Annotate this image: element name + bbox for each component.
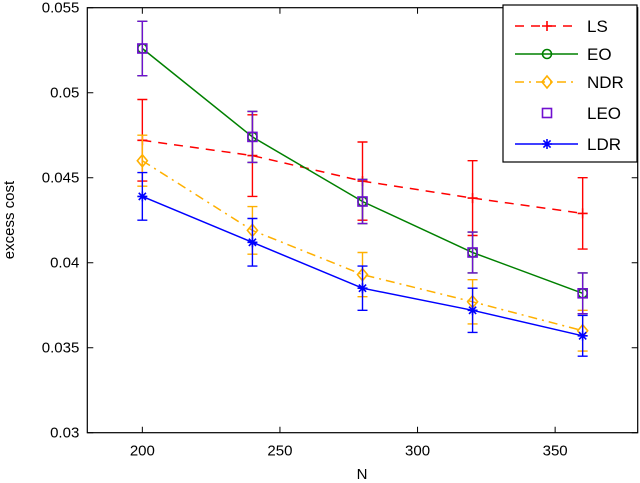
- legend-marker-ldr: [542, 139, 552, 149]
- data-point-ndr: [136, 153, 149, 168]
- series-layer: [136, 20, 589, 357]
- error-bar-leo: [357, 178, 368, 225]
- data-point-leo: [467, 247, 478, 258]
- data-point-ls: [577, 208, 588, 219]
- data-point-ldr: [247, 237, 258, 248]
- series-ldr: [137, 171, 588, 357]
- data-point-leo: [577, 287, 588, 299]
- data-point-ldr: [577, 330, 588, 341]
- legend-entry-leo: LEO: [541, 104, 621, 123]
- data-point-leo: [357, 196, 368, 207]
- legend-label: LDR: [587, 135, 621, 154]
- y-tick-label: 0.03: [50, 425, 79, 442]
- legend-label: LS: [587, 17, 608, 36]
- legend-box: [502, 4, 638, 163]
- x-tick-label: 200: [130, 443, 155, 460]
- legend-marker-eo: [541, 48, 553, 60]
- x-tick-label: 300: [405, 443, 430, 460]
- legend-label: NDR: [587, 73, 624, 92]
- series-leo: [137, 20, 588, 315]
- legend-marker-ndr: [540, 74, 554, 90]
- x-tick-label: 350: [543, 443, 568, 460]
- data-point-ldr: [467, 305, 478, 316]
- legend-entry-eo: EO: [515, 45, 612, 64]
- y-tick-label: 0.035: [42, 340, 80, 357]
- series-ndr: [136, 134, 589, 352]
- ticks-layer: 200 250 300 350 0.03 0.035 0.04 0.045 0.05 0.055: [42, 0, 638, 460]
- data-point-leo: [137, 43, 148, 54]
- legend-label: EO: [587, 45, 612, 64]
- error-bar-leo: [137, 20, 148, 77]
- legend-entry-ls: LS: [515, 17, 608, 36]
- series-line-ndr: [141, 160, 583, 332]
- y-tick-label: 0.04: [50, 255, 79, 272]
- legend-entry-ndr: NDR: [515, 73, 624, 92]
- legend: LS EO NDR LEO LDR: [502, 4, 638, 163]
- y-tick-label: 0.055: [42, 0, 80, 17]
- data-point-ldr: [357, 283, 368, 294]
- y-axis-label: excess cost: [1, 180, 18, 259]
- legend-marker-leo: [541, 107, 553, 119]
- data-point-leo: [247, 131, 258, 143]
- error-bar-leo: [467, 231, 478, 274]
- legend-entry-ldr: LDR: [515, 135, 621, 154]
- data-point-ldr: [137, 191, 148, 202]
- error-bar-leo: [577, 272, 588, 315]
- x-axis-label: N: [357, 466, 368, 483]
- legend-marker-ls: [542, 21, 552, 31]
- data-point-ls: [467, 193, 478, 204]
- plot-frame: [86, 7, 639, 434]
- y-tick-label: 0.05: [50, 85, 79, 102]
- y-tick-label: 0.045: [42, 170, 80, 187]
- error-bar-leo: [247, 110, 258, 164]
- x-tick-label: 250: [267, 443, 292, 460]
- legend-label: LEO: [587, 104, 621, 123]
